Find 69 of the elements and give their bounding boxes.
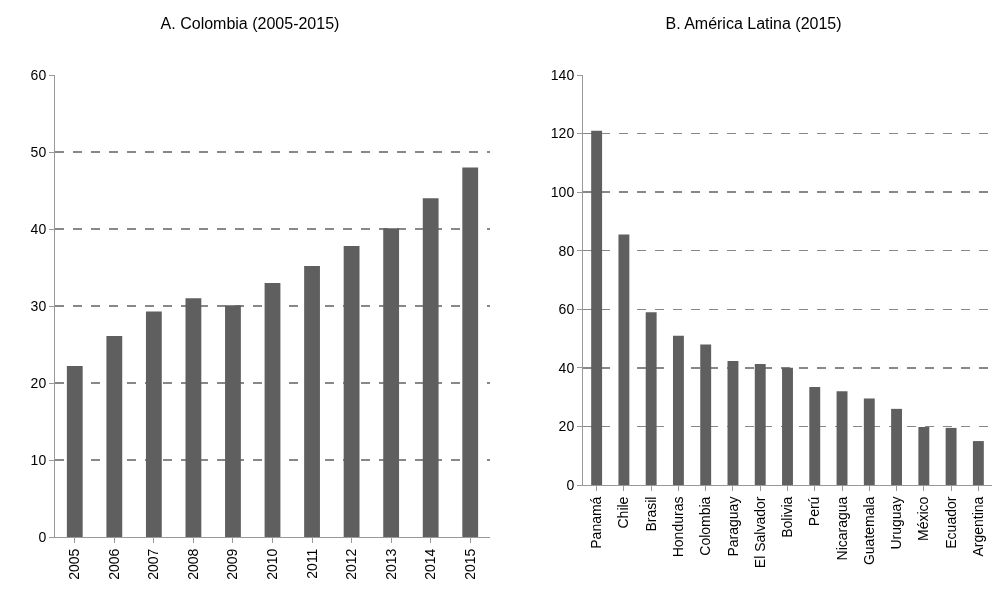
bar [304,265,320,537]
y-tick-label: 60 [558,301,575,318]
y-tick-label: 140 [550,66,575,83]
x-tick-label: Chile [615,496,632,529]
bar [891,408,903,485]
bar [462,167,479,537]
x-tick-label: Uruguay [888,496,905,550]
bar [972,441,984,485]
x-tick-label: Argentina [969,496,986,557]
x-tick-label: 2012 [343,548,360,580]
x-tick-label: 2011 [303,548,320,579]
y-tick-label: 80 [558,242,575,259]
x-tick-label: Perú [806,496,823,527]
bar [264,282,281,537]
bar [645,312,657,485]
y-tick-label: 40 [558,359,575,376]
x-tick-label: 2010 [264,548,281,580]
x-tick-label: México [915,496,932,541]
x-tick-label: Bolivia [779,496,796,538]
x-tick-label: 2007 [145,548,162,580]
bar [591,130,603,485]
bar [700,344,712,485]
x-tick-label: 2014 [422,548,439,580]
x-tick-label: 2015 [461,548,478,580]
y-tick-label: 0 [566,476,575,493]
y-tick-label: 20 [30,374,47,391]
x-tick-label: Paraguay [724,496,741,557]
y-tick-label: 0 [38,528,47,545]
bar [106,336,123,537]
y-tick-label: 120 [550,125,575,142]
bar [145,311,162,537]
y-tick-label: 20 [558,418,575,435]
bar [809,386,821,485]
bar [66,366,83,537]
y-tick-label: 10 [30,451,47,468]
bar [422,198,439,537]
y-tick-label: 30 [30,297,47,314]
x-tick-label: 2013 [382,548,399,580]
bar [618,234,630,485]
x-tick-label: Honduras [669,496,686,558]
bar [383,228,400,537]
y-tick-label: 100 [550,184,575,201]
x-tick-label: 2006 [105,548,122,580]
chart-title: A. Colombia (2005-2015) [160,14,340,32]
y-tick-label: 50 [30,143,47,160]
x-tick-label: Ecuador [942,496,959,549]
bar [185,298,202,537]
x-tick-label: Nicaragua [833,496,850,561]
x-tick-label: 2009 [224,548,241,580]
x-tick-label: El Salvador [751,496,768,569]
y-tick-label: 40 [30,220,47,237]
chart-title: B. América Latina (2015) [665,14,842,32]
y-tick-label: 60 [30,66,47,83]
x-tick-label: 2008 [184,548,201,580]
x-tick-label: 2005 [66,548,83,580]
bar [754,364,766,485]
bar [863,398,875,485]
bar [225,305,241,537]
bar [836,391,848,485]
bar [672,335,684,485]
bar [945,427,957,485]
bar [343,245,360,537]
bar [918,427,930,485]
x-tick-label: Panamá [588,496,605,549]
x-tick-label: Colombia [697,496,714,556]
bar [727,361,739,485]
bar [782,367,793,485]
x-tick-label: Guatemala [860,496,877,566]
x-tick-label: Brasil [642,496,659,532]
